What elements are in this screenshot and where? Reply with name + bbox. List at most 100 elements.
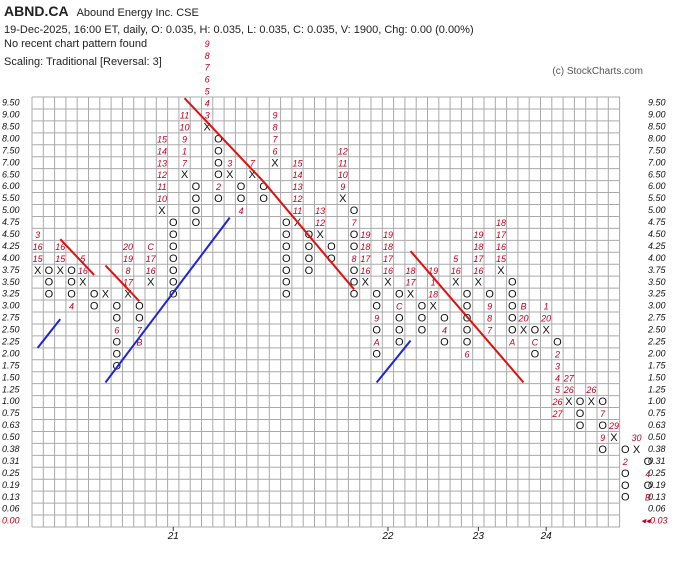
- month-marker: 5: [80, 254, 86, 264]
- o-box: O: [282, 265, 291, 277]
- month-marker: 26: [551, 397, 562, 407]
- trendline: [36, 318, 62, 349]
- y-tick-label-right: 0.13: [648, 492, 666, 502]
- month-marker: 19: [428, 266, 438, 276]
- y-tick-label-left: 3.00: [2, 301, 20, 311]
- o-box: O: [531, 325, 540, 337]
- month-marker: C: [147, 242, 154, 252]
- month-marker: 26: [585, 385, 596, 395]
- month-marker: 9: [374, 314, 379, 324]
- o-box: O: [67, 277, 76, 289]
- y-tick-label-right: 4.75: [648, 217, 667, 227]
- y-tick-label-right: 3.00: [648, 301, 666, 311]
- month-marker: 16: [473, 266, 483, 276]
- o-box: O: [327, 253, 336, 265]
- o-box: O: [463, 336, 472, 348]
- y-tick-label-left: 0.19: [2, 480, 20, 490]
- o-box: O: [169, 217, 178, 229]
- o-box: O: [350, 241, 359, 253]
- y-tick-label-right: 6.00: [648, 181, 666, 191]
- y-tick-label-right: 4.25: [648, 241, 667, 251]
- y-tick-label-right: 7.00: [648, 157, 666, 167]
- y-tick-label-right: 4.00: [648, 253, 666, 263]
- month-marker: 9: [272, 111, 277, 121]
- y-tick-label-left: 4.75: [2, 217, 21, 227]
- month-marker: 7: [250, 158, 256, 168]
- month-marker: 9: [182, 134, 187, 144]
- month-marker: 12: [157, 170, 167, 180]
- y-tick-label-left: 9.50: [2, 98, 20, 108]
- o-box: O: [508, 313, 517, 325]
- month-marker: 2: [215, 182, 221, 192]
- copyright-notice: (c) StockCharts.com: [552, 66, 643, 77]
- o-box: O: [372, 325, 381, 337]
- o-box: O: [214, 193, 223, 205]
- o-box: O: [112, 336, 121, 348]
- o-box: O: [576, 420, 585, 432]
- month-marker: 9: [340, 182, 345, 192]
- y-tick-label-right: 3.50: [648, 277, 666, 287]
- y-tick-label-left: 0.25: [2, 468, 21, 478]
- x-box: X: [226, 169, 234, 181]
- o-box: O: [372, 289, 381, 301]
- month-marker: 16: [78, 266, 88, 276]
- o-box: O: [463, 289, 472, 301]
- month-marker: 19: [473, 230, 483, 240]
- month-marker: 11: [338, 158, 347, 168]
- x-box: X: [520, 325, 528, 337]
- o-box: O: [90, 301, 99, 313]
- o-box: O: [463, 325, 472, 337]
- x-box: X: [34, 265, 42, 277]
- y-tick-label-right: 0.50: [648, 432, 666, 442]
- month-marker: 16: [55, 242, 65, 252]
- y-tick-label-left: 5.00: [2, 205, 20, 215]
- month-marker: 8: [352, 254, 357, 264]
- month-marker: B: [136, 337, 142, 347]
- month-marker: 17: [383, 254, 394, 264]
- x-box: X: [407, 289, 415, 301]
- y-tick-label-left: 2.25: [1, 336, 21, 346]
- o-box: O: [485, 289, 494, 301]
- x-box: X: [475, 277, 483, 289]
- x-box: X: [249, 169, 257, 181]
- month-marker: 10: [157, 194, 167, 204]
- x-box: X: [565, 396, 573, 408]
- o-box: O: [305, 253, 314, 265]
- o-box: O: [169, 289, 178, 301]
- o-box: O: [259, 181, 268, 193]
- o-box: O: [508, 325, 517, 337]
- month-marker: 16: [383, 266, 393, 276]
- x-box: X: [339, 193, 347, 205]
- o-box: O: [214, 145, 223, 157]
- y-tick-label-left: 9.00: [2, 110, 20, 120]
- year-label: 21: [167, 531, 179, 542]
- trendline: [262, 181, 355, 290]
- month-marker: 12: [338, 146, 348, 156]
- y-tick-label-right: 0.75: [648, 408, 667, 418]
- o-box: O: [45, 289, 54, 301]
- trendline: [104, 264, 141, 302]
- o-box: O: [372, 348, 381, 360]
- month-marker: 16: [146, 266, 156, 276]
- y-tick-label-right: 2.75: [647, 313, 667, 323]
- month-marker: 29: [608, 421, 619, 431]
- o-box: O: [135, 301, 144, 313]
- o-box: O: [508, 289, 517, 301]
- o-box: O: [508, 277, 517, 289]
- o-box: O: [621, 480, 630, 492]
- month-marker: 7: [137, 326, 143, 336]
- trendline: [59, 238, 95, 276]
- o-box: O: [372, 301, 381, 313]
- month-marker: 14: [157, 146, 167, 156]
- o-box: O: [192, 217, 201, 229]
- o-box: O: [327, 241, 336, 253]
- month-marker: 10: [338, 170, 348, 180]
- x-box: X: [203, 121, 211, 133]
- y-tick-label-right: 0.63: [648, 420, 666, 430]
- o-box: O: [67, 265, 76, 277]
- month-marker: 7: [600, 409, 606, 419]
- month-marker: 19: [383, 230, 393, 240]
- y-tick-label-left: 3.75: [2, 265, 21, 275]
- y-tick-label-right: 7.50: [648, 145, 666, 155]
